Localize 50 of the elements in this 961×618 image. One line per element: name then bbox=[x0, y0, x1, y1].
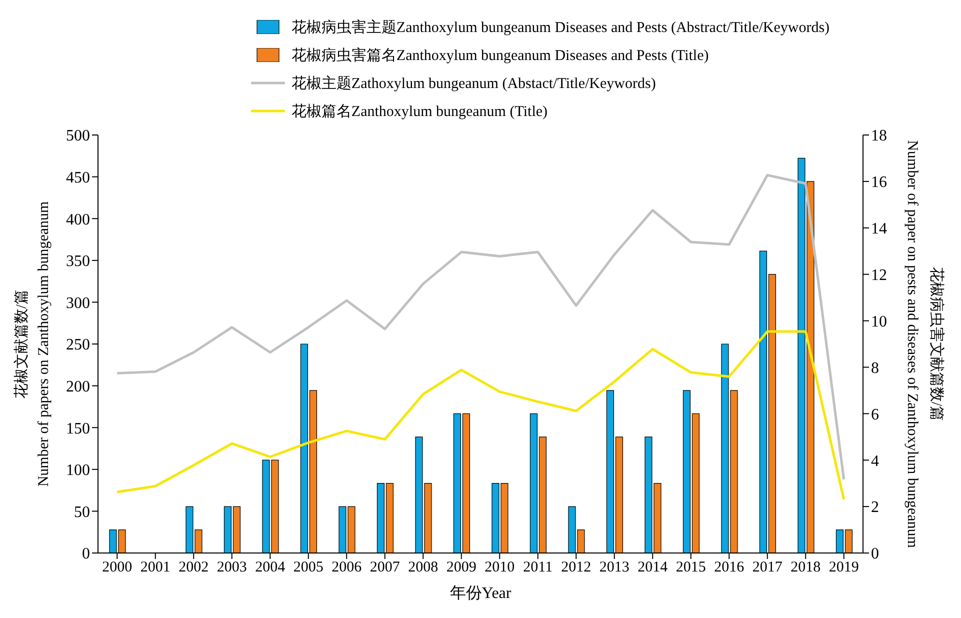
y-tick-label: 350 bbox=[66, 253, 90, 270]
y2-tick-label: 14 bbox=[871, 220, 887, 238]
y2-tick-label: 0 bbox=[871, 546, 879, 563]
x-axis-title: 年份Year bbox=[450, 585, 512, 602]
x-tick-label: 2014 bbox=[638, 560, 668, 576]
x-tick-label: 2012 bbox=[561, 560, 592, 576]
x-tick-label: 2018 bbox=[790, 560, 821, 576]
x-tick-label: 2017 bbox=[752, 560, 783, 576]
y2-tick-label: 10 bbox=[871, 313, 887, 330]
y-tick-label: 300 bbox=[66, 294, 90, 312]
x-tick-label: 2015 bbox=[676, 560, 706, 576]
x-tick-label: 2004 bbox=[255, 560, 286, 576]
x-tick-label: 2016 bbox=[714, 560, 745, 576]
x-tick-label: 2007 bbox=[370, 560, 400, 576]
y2-tick-label: 16 bbox=[871, 174, 887, 192]
y-axis-title: 花椒文献篇数/篇 Number of papers on Zanthoxylum bungeanum bbox=[13, 200, 52, 487]
y2-tick-label: 6 bbox=[871, 406, 879, 424]
line-series bbox=[116, 330, 846, 501]
x-tick-label: 2009 bbox=[446, 560, 476, 576]
y-tick-label: 500 bbox=[66, 128, 90, 145]
y2-axis-title: 花椒病虫害文献篇数/篇 Number of paper on pests and diseases of Zanthoxylum bungeanum bbox=[904, 140, 945, 548]
y-tick-label: 0 bbox=[82, 546, 90, 563]
y-tick-label: 400 bbox=[66, 211, 90, 228]
legend-label: 花椒篇名Zanthoxylum bungeanum (Title) bbox=[291, 102, 548, 120]
x-tick-label: 2019 bbox=[828, 560, 859, 576]
x-tick-label: 2006 bbox=[332, 560, 362, 576]
legend-label: 花椒病虫害主题Zanthoxylum bungeanum Diseases and Pests (Abstract/Title/Keywords) bbox=[291, 18, 830, 36]
x-tick-label: 2001 bbox=[140, 560, 170, 576]
x-tick-label: 2005 bbox=[293, 560, 324, 576]
y2-tick-label: 4 bbox=[871, 452, 879, 470]
y-tick-label: 250 bbox=[66, 336, 90, 354]
y2-tick-label: 18 bbox=[871, 128, 887, 145]
y2-tick-label: 2 bbox=[871, 499, 879, 516]
y2-tick-label: 8 bbox=[871, 360, 879, 377]
x-tick-label: 2010 bbox=[484, 560, 515, 576]
y-tick-label: 450 bbox=[66, 169, 90, 186]
x-tick-label: 2008 bbox=[408, 560, 438, 576]
y-tick-label: 50 bbox=[74, 504, 90, 521]
y-tick-label: 150 bbox=[66, 420, 90, 438]
y-tick-label: 200 bbox=[66, 378, 90, 396]
x-tick-label: 2013 bbox=[599, 560, 630, 576]
line-series bbox=[116, 174, 846, 481]
x-tick-label: 2002 bbox=[178, 560, 209, 576]
x-tick-label: 2011 bbox=[523, 560, 553, 576]
x-tick-label: 2003 bbox=[216, 560, 247, 576]
legend-label: 花椒病虫害篇名Zanthoxylum bungeanum Diseases and Pests (Title) bbox=[291, 46, 709, 64]
x-tick-label: 2000 bbox=[102, 560, 132, 576]
y-tick-label: 100 bbox=[66, 462, 90, 480]
y2-tick-label: 12 bbox=[871, 267, 887, 284]
legend-label: 花椒主题Zathoxylum bungeanum (Abstact/Title/Keywords) bbox=[291, 74, 656, 92]
